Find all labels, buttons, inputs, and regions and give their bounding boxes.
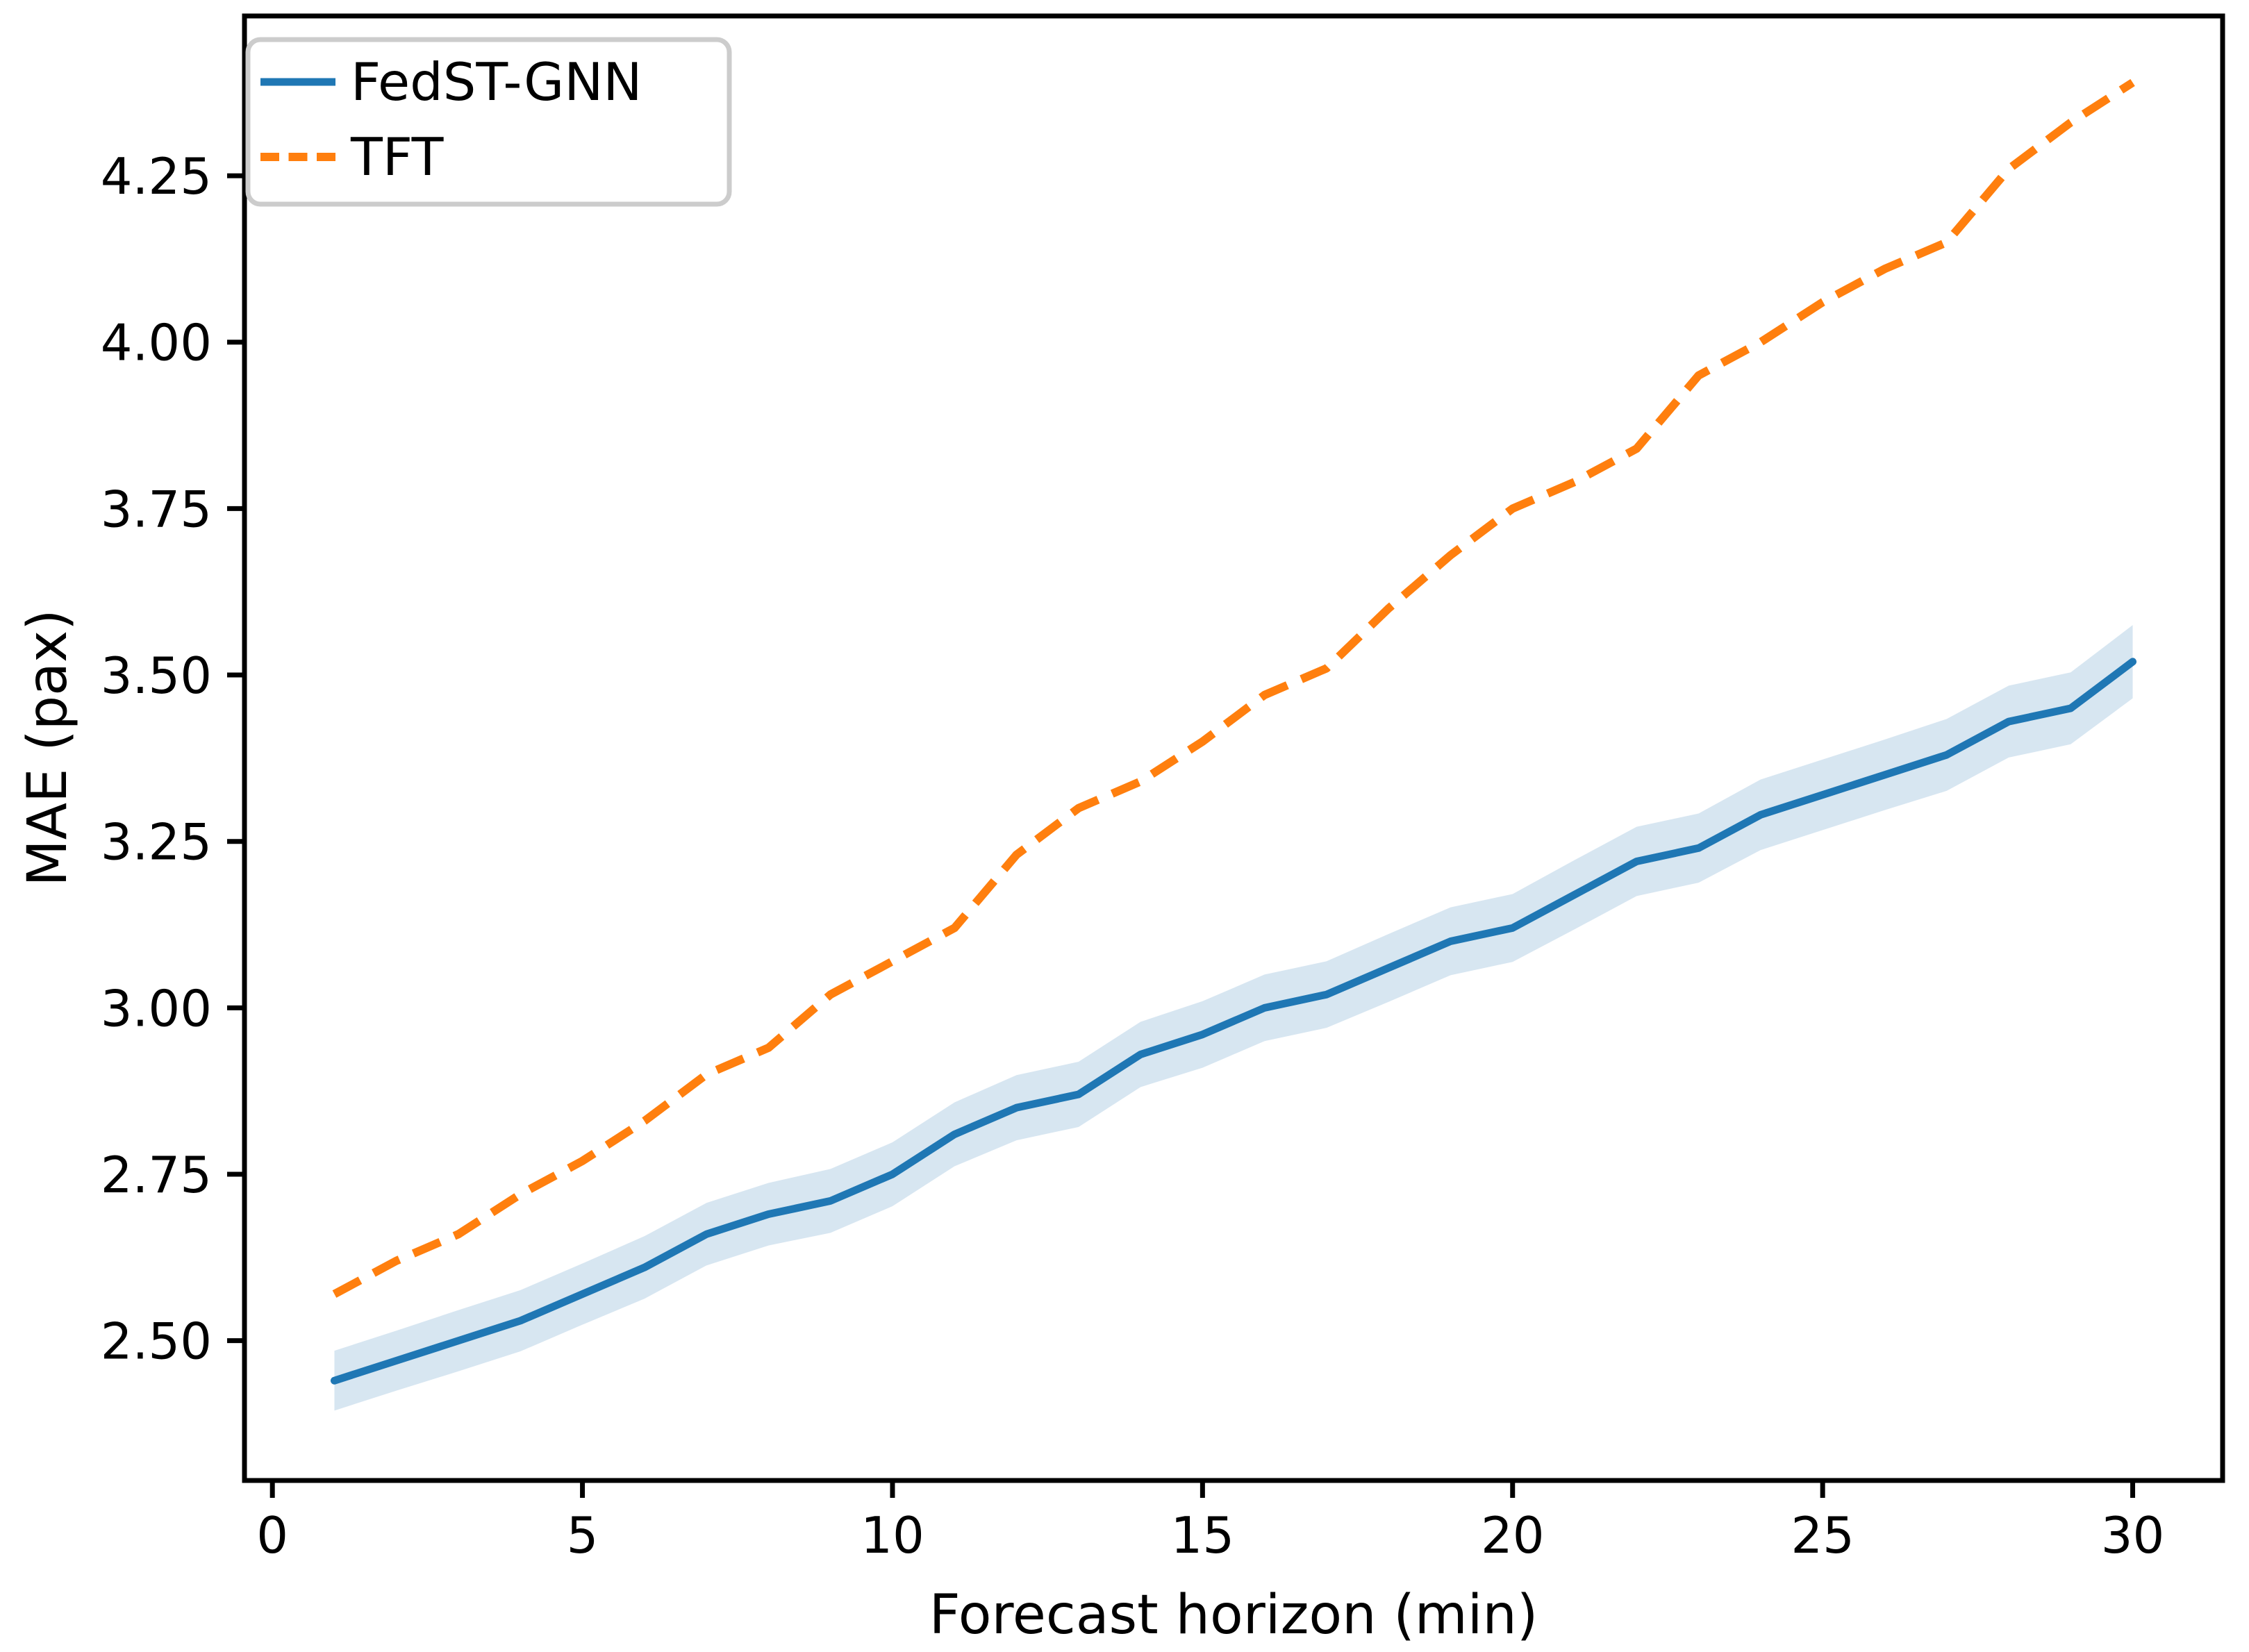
y-tick-label: 4.00 xyxy=(101,314,212,372)
y-tick-label: 3.25 xyxy=(101,813,212,871)
x-tick-label: 25 xyxy=(1791,1506,1854,1565)
y-tick-label: 3.00 xyxy=(101,979,212,1037)
y-axis-label: MAE (pax) xyxy=(17,609,79,886)
y-tick-label: 2.75 xyxy=(101,1146,212,1204)
x-tick-label: 5 xyxy=(567,1506,599,1565)
x-tick-label: 30 xyxy=(2101,1506,2165,1565)
x-axis-ticks: 0 5 10 15 20 25 30 xyxy=(256,1480,2164,1565)
x-tick-label: 20 xyxy=(1481,1506,1545,1565)
legend-label-fedst-gnn: FedST-GNN xyxy=(351,51,642,112)
axes-spines xyxy=(242,13,2225,1483)
series-layer xyxy=(330,78,2137,1411)
y-axis-ticks: 2.50 2.75 3.00 3.25 3.50 3.75 4.00 4.25 xyxy=(101,147,244,1371)
fedst-gnn-line xyxy=(330,658,2137,1385)
legend-label-tft: TFT xyxy=(350,126,445,187)
legend-frame xyxy=(245,37,732,207)
y-tick-label: 3.75 xyxy=(101,480,212,538)
legend: FedST-GNN TFT xyxy=(245,37,732,207)
x-tick-label: 15 xyxy=(1171,1506,1235,1565)
x-tick-label: 0 xyxy=(256,1506,288,1565)
y-tick-label: 3.50 xyxy=(101,646,212,705)
x-tick-label: 10 xyxy=(861,1506,924,1565)
y-tick-label: 4.25 xyxy=(101,147,212,206)
x-axis-label: Forecast horizon (min) xyxy=(929,1584,1538,1646)
y-tick-label: 2.50 xyxy=(101,1312,212,1371)
tft-line xyxy=(332,78,2135,1298)
plot-area xyxy=(244,16,2223,1480)
